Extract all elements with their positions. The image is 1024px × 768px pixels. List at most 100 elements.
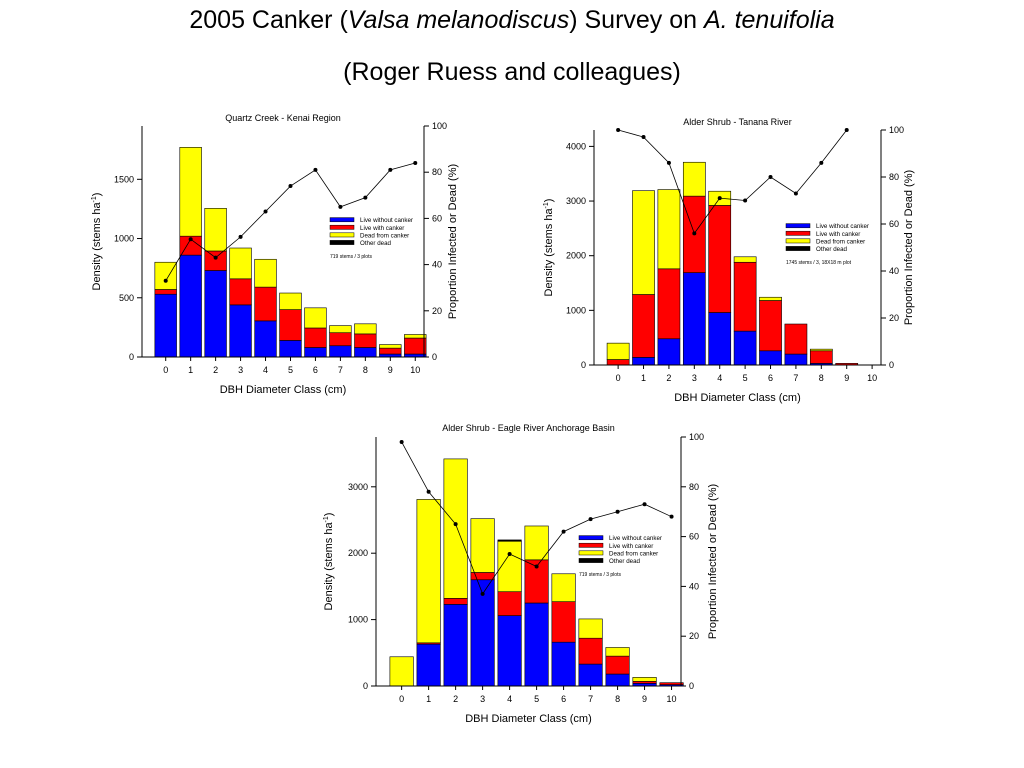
- x-tick-label: 1: [188, 365, 193, 375]
- y-tick-label: 2000: [566, 251, 586, 261]
- proportion-point: [213, 255, 218, 260]
- proportion-point: [507, 552, 512, 557]
- y2-axis-label: Proportion Infected or Dead (%): [903, 170, 915, 325]
- title-part-c: ) Survey on: [569, 6, 704, 34]
- x-tick-label: 4: [717, 373, 722, 383]
- y-tick-label: 1000: [114, 234, 134, 244]
- legend-label: Dead from canker: [609, 550, 658, 557]
- x-tick-label: 0: [399, 694, 404, 704]
- bar-live-without-canker: [497, 615, 522, 687]
- x-tick-label: 7: [793, 373, 798, 383]
- x-axis-label: DBH Diameter Class (cm): [465, 713, 592, 725]
- legend-swatch: [785, 246, 811, 251]
- bar-live-with-canker: [497, 591, 522, 616]
- proportion-point: [561, 529, 566, 534]
- x-axis-label: DBH Diameter Class (cm): [674, 392, 801, 404]
- proportion-point: [399, 439, 404, 444]
- proportion-point: [288, 184, 293, 189]
- proportion-point: [641, 135, 646, 140]
- bar-dead-from-canker: [154, 261, 177, 290]
- proportion-point: [453, 522, 458, 527]
- bar-dead-from-canker: [657, 189, 681, 270]
- bar-dead-from-canker: [524, 525, 549, 561]
- y2-tick-label: 20: [432, 306, 442, 316]
- bar-other-dead: [497, 539, 522, 542]
- proportion-point: [263, 209, 268, 214]
- bar-live-with-canker: [784, 323, 808, 355]
- page-subtitle: (Roger Ruess and colleagues): [343, 58, 681, 86]
- proportion-point: [426, 489, 431, 494]
- x-tick-label: 2: [666, 373, 671, 383]
- legend-label: Dead from canker: [360, 232, 409, 239]
- x-tick-label: 2: [213, 365, 218, 375]
- y-tick-label: 1500: [114, 174, 134, 184]
- bar-dead-from-canker: [329, 325, 352, 334]
- title-species-pathogen: Valsa melanodiscus: [347, 6, 570, 34]
- y2-tick-label: 40: [432, 260, 442, 270]
- legend-label: Live with canker: [360, 225, 404, 232]
- legend-label: Dead from canker: [816, 238, 865, 245]
- proportion-point: [793, 191, 798, 196]
- bar-dead-from-canker: [733, 256, 757, 263]
- chart-title: Alder Shrub - Eagle River Anchorage Basi…: [442, 423, 615, 433]
- bar-dead-from-canker: [759, 296, 782, 301]
- y2-axis-label: Proportion Infected or Dead (%): [707, 484, 719, 639]
- x-tick-label: 2: [453, 694, 458, 704]
- y2-tick-label: 0: [432, 352, 437, 362]
- legend-label: Other dead: [816, 246, 848, 253]
- x-tick-label: 6: [313, 365, 318, 375]
- proportion-point: [238, 234, 243, 239]
- y2-tick-label: 20: [889, 313, 899, 323]
- x-tick-label: 10: [867, 373, 877, 383]
- y2-tick-label: 0: [889, 360, 894, 370]
- x-tick-label: 10: [667, 694, 677, 704]
- x-tick-label: 4: [263, 365, 268, 375]
- y-tick-label: 3000: [348, 482, 368, 492]
- x-tick-label: 9: [844, 373, 849, 383]
- proportion-point: [413, 160, 418, 165]
- x-tick-label: 0: [163, 365, 168, 375]
- x-tick-label: 9: [642, 694, 647, 704]
- legend-swatch: [578, 550, 604, 556]
- bar-live-without-canker: [605, 673, 630, 687]
- proportion-point: [188, 237, 193, 242]
- bar-dead-from-canker: [379, 344, 402, 349]
- legend-swatch: [785, 230, 811, 236]
- x-tick-label: 8: [615, 694, 620, 704]
- proportion-point: [588, 517, 593, 522]
- proportion-point: [163, 278, 168, 283]
- y-tick-label: 0: [129, 352, 134, 362]
- y2-tick-label: 100: [432, 121, 447, 131]
- bar-live-with-canker: [659, 682, 684, 685]
- x-tick-label: 6: [561, 694, 566, 704]
- bar-dead-from-canker: [606, 342, 630, 360]
- title-part-a: 2005 Canker (: [189, 6, 348, 34]
- bar-live-without-canker: [416, 643, 441, 687]
- proportion-point: [743, 198, 748, 203]
- bar-live-with-canker: [578, 637, 603, 665]
- x-tick-label: 5: [534, 694, 539, 704]
- y2-tick-label: 100: [689, 432, 704, 442]
- bar-dead-from-canker: [179, 147, 202, 237]
- x-tick-label: 0: [616, 373, 621, 383]
- bar-dead-from-canker: [809, 348, 833, 352]
- y2-tick-label: 80: [889, 172, 899, 182]
- y2-axis-label: Proportion Infected or Dead (%): [447, 164, 459, 319]
- x-tick-label: 3: [238, 365, 243, 375]
- y-axis-label: Density (stems ha-1): [323, 513, 335, 611]
- y2-tick-label: 40: [889, 266, 899, 276]
- y-tick-label: 4000: [566, 141, 586, 151]
- legend-swatch: [578, 558, 604, 563]
- bar-dead-from-canker: [578, 618, 603, 639]
- x-tick-label: 1: [641, 373, 646, 383]
- x-tick-label: 3: [480, 694, 485, 704]
- y2-tick-label: 20: [689, 631, 699, 641]
- x-tick-label: 7: [588, 694, 593, 704]
- x-tick-label: 7: [338, 365, 343, 375]
- y2-tick-label: 40: [689, 581, 699, 591]
- legend-label: Live without canker: [609, 535, 662, 542]
- x-tick-label: 8: [363, 365, 368, 375]
- y-tick-label: 1000: [348, 615, 368, 625]
